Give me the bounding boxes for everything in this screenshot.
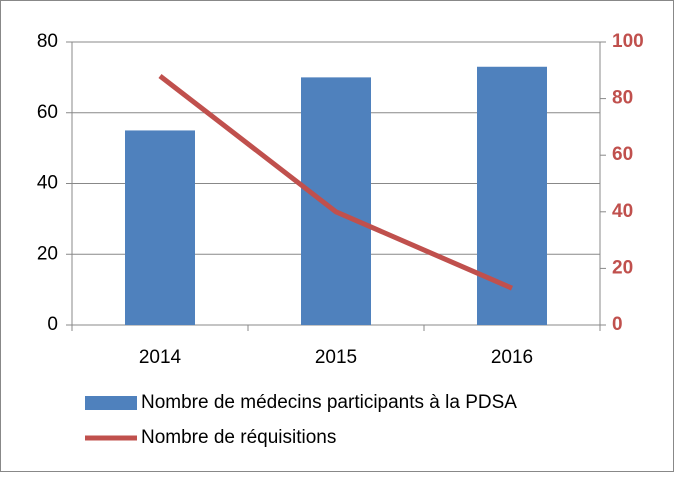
y-tick-label: 40 (37, 173, 58, 194)
y-tick-label: 20 (37, 243, 58, 264)
line (158, 73, 513, 291)
y2-tick-label: 80 (612, 88, 633, 109)
legend-label: Nombre de médecins participants à la PDS… (141, 392, 517, 413)
x-tick-label: 2016 (491, 347, 533, 368)
y2-tick-label: 100 (612, 31, 644, 52)
y2-tick-label: 0 (612, 314, 623, 335)
y-tick-label: 80 (37, 31, 58, 52)
legend-label: Nombre de réquisitions (141, 427, 336, 448)
x-tick-label: 2014 (139, 347, 182, 368)
bar (125, 130, 195, 325)
y2-tick-label: 20 (612, 257, 633, 278)
y2-tick-label: 60 (612, 144, 633, 165)
y-tick-label: 0 (47, 314, 58, 335)
x-tick-label: 2015 (315, 347, 357, 368)
y-tick-label: 60 (37, 102, 58, 123)
legend-swatch (85, 396, 137, 410)
bar (477, 66, 547, 325)
bar (301, 77, 371, 325)
y2-tick-label: 40 (612, 201, 633, 222)
